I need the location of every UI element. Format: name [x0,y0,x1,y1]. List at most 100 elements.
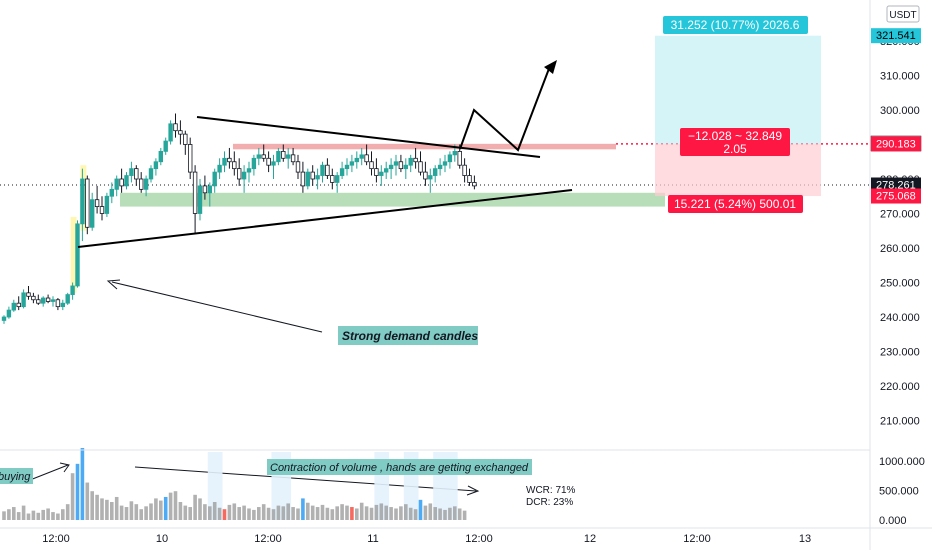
candle [90,192,95,231]
volume-highlight [207,452,223,520]
candle [99,196,105,221]
volume-bar [462,510,467,520]
candle [266,151,271,173]
price-tick: 240.000 [880,312,920,324]
candle [413,147,418,169]
volume-bar [193,494,197,520]
volume-note-label: Contraction of volume , hands are gettin… [270,462,529,474]
candle-body [379,171,384,176]
candle-body [114,178,119,190]
target-label-box [663,16,808,34]
candle [148,165,154,183]
volume-bar [85,482,90,520]
pnl-label-box [680,128,790,156]
long-position-tool[interactable]: 31.252 (10.77%) 2026.6 −12.028 ~ 32.8492.… [655,16,821,213]
volume-bar [2,511,6,520]
candle [85,175,90,235]
volume-bar [16,512,21,520]
volume-bar [315,507,320,520]
volume-bar [291,507,295,520]
candle-body [344,164,350,170]
candle [281,144,286,162]
candle [36,294,41,305]
volume-bar [100,498,104,520]
candle-body [310,171,315,180]
volume-bar [21,505,26,520]
candle-body [467,175,472,183]
volume-trend-arrowhead [466,485,480,496]
candle [408,154,413,173]
volume-bar [61,509,65,520]
candle-body [217,164,222,173]
volume-bar [438,508,442,520]
candle [227,147,232,169]
volume-bar [384,505,388,520]
time-tick: 12 [584,533,596,545]
candle [241,165,247,193]
volume-bar [154,498,158,520]
candle-body [119,178,124,187]
price-marker-box [871,188,921,204]
volume-bar [12,507,16,520]
candle [119,168,124,193]
candle-body [354,157,359,163]
volume-bar [105,499,109,520]
price-tick: 300.000 [880,105,920,117]
candle-body [138,178,144,190]
volume-tick: 0.000 [879,515,907,527]
candle-body [143,178,149,190]
volume-bar [350,507,354,520]
candlestick-series [1,113,477,324]
candle-body [104,195,110,214]
resistance-zone [233,143,616,150]
volume-bar [359,502,364,520]
strong-demand-label: Strong demand candles [342,329,478,343]
currency-badge [886,5,920,23]
volume-bar [227,504,232,520]
volume-bar [119,505,124,520]
candle-body [413,157,418,163]
time-tick: 12:00 [465,533,493,545]
candle-body [295,161,301,173]
time-axis[interactable]: 12:00 10 12:00 11 12:00 12 12:00 13 [0,527,932,545]
candle [192,165,198,235]
candle [271,154,276,179]
candle [251,154,257,176]
candle-body [388,164,394,170]
candle [334,172,340,193]
candle-body [50,299,56,302]
candle-body [418,161,423,173]
candle [383,161,389,179]
candle [94,185,100,214]
candle-body [178,130,183,135]
candle-body [276,150,281,163]
price-tick: 230.000 [880,346,920,358]
volume-bar [266,507,271,520]
candle [109,182,114,204]
price-scale[interactable]: 320.000310.000300.000290.000280.000270.0… [869,0,932,550]
candle-body [60,302,65,308]
volume-bar [46,508,50,520]
annotations: Strong demand candles buying Contraction o… [0,326,576,508]
candle [285,147,291,169]
volume-bar [203,504,207,520]
candle [290,147,296,166]
candle [300,161,306,193]
candle-body [55,299,61,308]
volume-bar [31,510,36,520]
candle-body [374,168,379,176]
stop-label: 15.221 (5.24%) 500.01 [674,197,796,211]
candle-body [202,185,208,194]
candle [310,165,315,186]
candle [45,294,51,304]
candle-body [462,164,467,176]
price-marker-label: 275.068 [876,191,916,203]
volume-bar [139,509,143,520]
volume-bar [70,473,75,520]
candle [70,282,75,300]
candle-body [398,161,404,170]
candle-body [359,154,364,159]
candle [1,315,7,324]
volume-scale: 1000.000 500.000 0.000 [879,456,925,527]
